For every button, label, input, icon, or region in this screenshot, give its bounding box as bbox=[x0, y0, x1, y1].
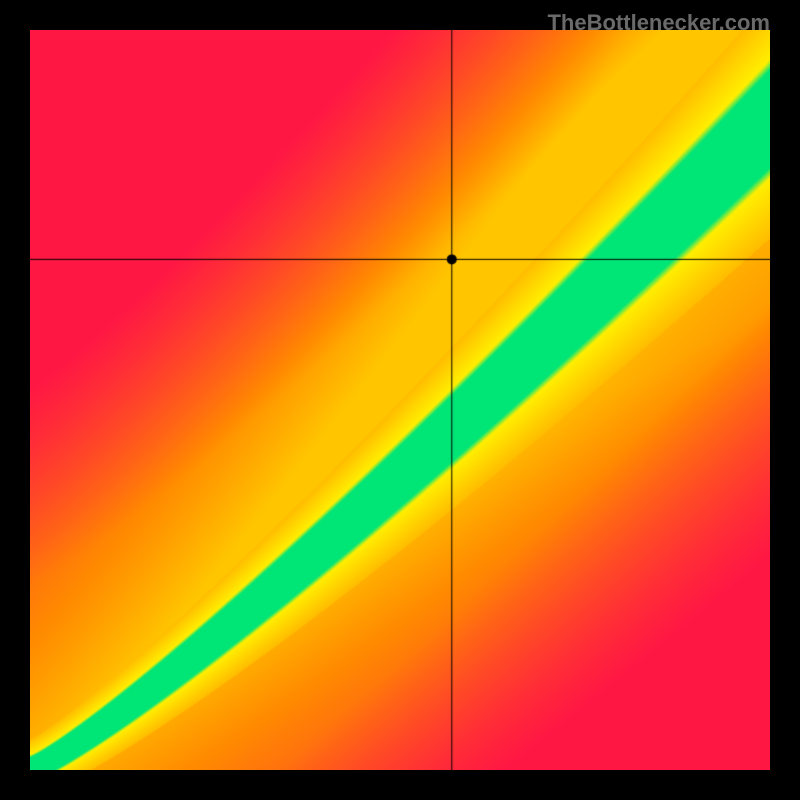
heatmap-plot bbox=[30, 30, 770, 770]
heatmap-canvas bbox=[30, 30, 770, 770]
watermark-text: TheBottlenecker.com bbox=[547, 10, 770, 36]
